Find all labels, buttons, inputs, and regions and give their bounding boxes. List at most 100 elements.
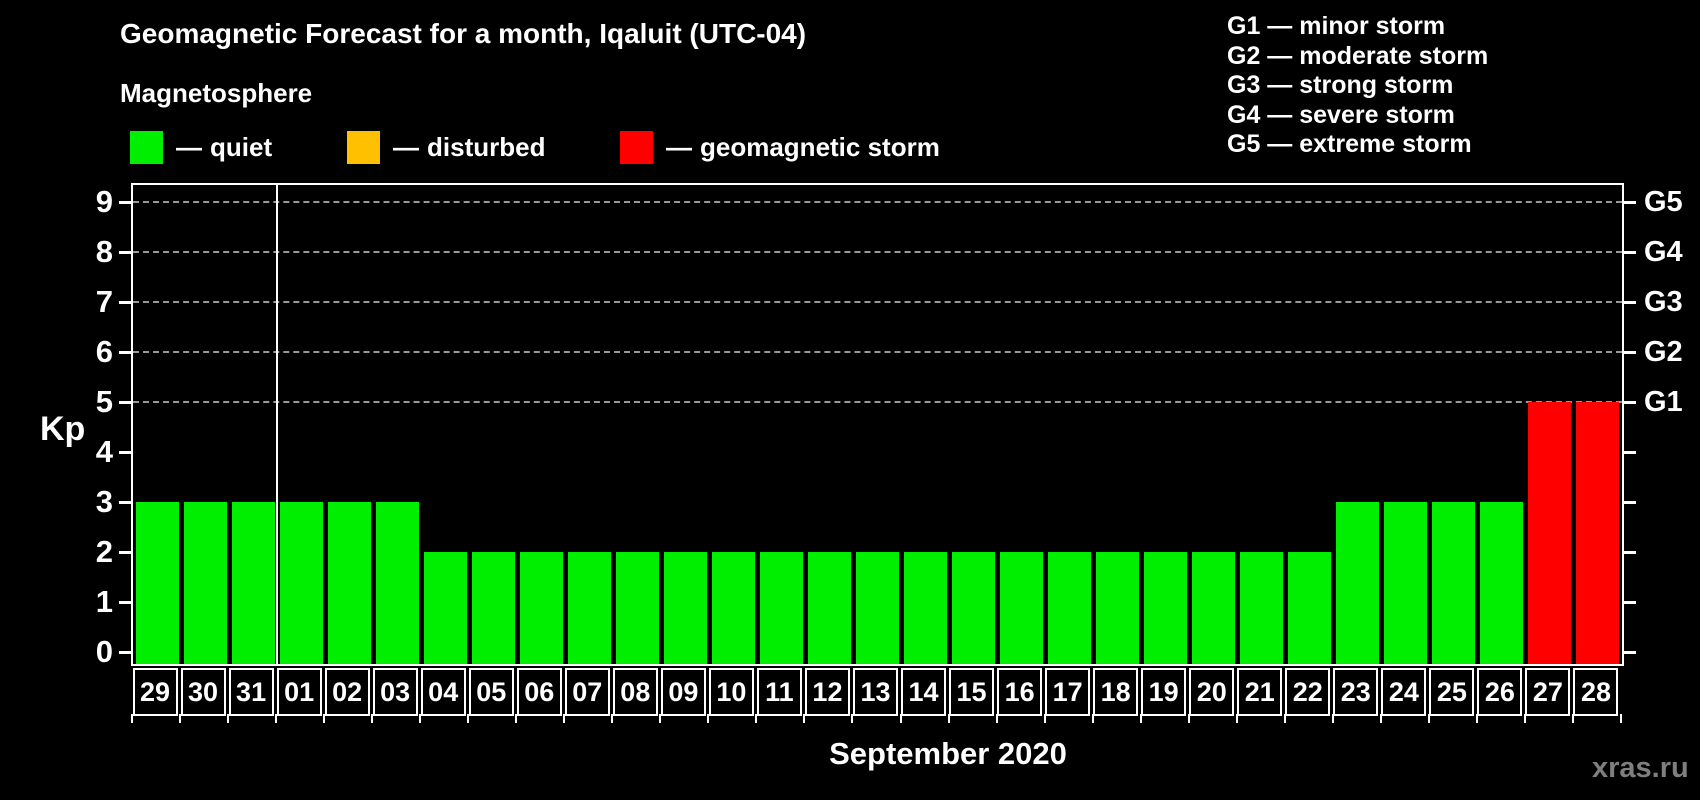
- x-boundary-tick: [1523, 714, 1526, 723]
- x-label-20: 20: [1189, 668, 1235, 716]
- x-label-31: 31: [228, 668, 274, 716]
- bar-day-14: [904, 552, 948, 664]
- x-label-09: 09: [660, 668, 706, 716]
- legend-item-label: disturbed: [427, 132, 546, 162]
- x-boundary-tick: [707, 714, 710, 723]
- bar-day-10: [711, 552, 755, 664]
- y-tick-label-0: 0: [95, 634, 113, 669]
- x-boundary-tick: [1379, 714, 1382, 723]
- x-label-28: 28: [1573, 668, 1619, 716]
- month-separator-line: [276, 185, 279, 664]
- bar-day-06: [519, 552, 563, 664]
- gridline-kp-5: [133, 401, 1622, 403]
- x-label-30: 30: [180, 668, 226, 716]
- x-boundary-tick: [179, 714, 182, 723]
- x-label-13: 13: [852, 668, 898, 716]
- x-label-16: 16: [997, 668, 1043, 716]
- storm-color-swatch: [620, 131, 653, 164]
- y-tick-right-5: [1624, 401, 1636, 404]
- bar-day-20: [1192, 552, 1236, 664]
- x-label-14: 14: [901, 668, 947, 716]
- bar-day-13: [855, 552, 899, 664]
- storm-scale-legend: G1 — minor storm G2 — moderate storm G3 — …: [1227, 12, 1488, 160]
- x-boundary-tick: [851, 714, 854, 723]
- watermark: xras.ru: [1592, 752, 1689, 784]
- bar-day-16: [1000, 552, 1044, 664]
- legend-item-disturbed: — disturbed: [347, 131, 545, 164]
- right-axis-label-G4: G4: [1644, 236, 1683, 268]
- x-boundary-tick: [1283, 714, 1286, 723]
- x-boundary-tick: [371, 714, 374, 723]
- right-axis-label-G2: G2: [1644, 336, 1683, 368]
- x-label-29: 29: [132, 668, 178, 716]
- bar-day-08: [615, 552, 659, 664]
- bar-day-28: [1576, 402, 1620, 664]
- gridline-kp-9: [133, 201, 1622, 203]
- x-boundary-tick: [131, 714, 133, 723]
- x-label-26: 26: [1477, 668, 1523, 716]
- x-boundary-tick: [611, 714, 614, 723]
- legend-item-storm: — geomagnetic storm: [620, 131, 940, 164]
- y-tick-right-0: [1624, 651, 1636, 654]
- bar-day-03: [375, 502, 419, 664]
- storm-scale-line-1: G1 — minor storm: [1227, 12, 1446, 40]
- x-boundary-tick: [1620, 714, 1622, 723]
- y-tick-left-4: [119, 451, 131, 454]
- x-boundary-tick: [803, 714, 806, 723]
- x-boundary-tick: [899, 714, 902, 723]
- legend-dash: —: [393, 132, 419, 162]
- bar-day-12: [807, 552, 851, 664]
- x-label-11: 11: [756, 668, 802, 716]
- bar-day-24: [1384, 502, 1428, 664]
- y-tick-left-6: [119, 351, 131, 354]
- plot-area: [131, 183, 1624, 666]
- x-boundary-tick: [947, 714, 950, 723]
- storm-scale-line-3: G3 — strong storm: [1227, 71, 1454, 99]
- magnetosphere-legend-heading: Magnetosphere: [120, 78, 313, 108]
- legend-item-label: quiet: [210, 132, 273, 162]
- y-tick-left-3: [119, 501, 131, 504]
- gridline-kp-8: [133, 251, 1622, 253]
- x-boundary-tick: [1427, 714, 1430, 723]
- bar-day-17: [1048, 552, 1092, 664]
- y-tick-left-7: [119, 301, 131, 304]
- x-boundary-tick: [1475, 714, 1478, 723]
- bar-day-02: [327, 502, 371, 664]
- bar-day-18: [1096, 552, 1140, 664]
- x-label-19: 19: [1141, 668, 1187, 716]
- gridline-kp-6: [133, 351, 1622, 353]
- x-label-08: 08: [612, 668, 658, 716]
- bar-day-26: [1480, 502, 1524, 664]
- x-label-04: 04: [420, 668, 466, 716]
- y-tick-label-7: 7: [95, 284, 113, 319]
- x-label-17: 17: [1045, 668, 1091, 716]
- x-label-07: 07: [564, 668, 610, 716]
- y-tick-label-6: 6: [95, 334, 113, 369]
- x-label-27: 27: [1525, 668, 1571, 716]
- x-boundary-tick: [467, 714, 470, 723]
- y-tick-right-9: [1624, 201, 1636, 204]
- y-tick-left-1: [119, 601, 131, 604]
- y-tick-left-9: [119, 201, 131, 204]
- x-boundary-tick: [755, 714, 758, 723]
- x-boundary-tick: [1571, 714, 1574, 723]
- bar-day-25: [1432, 502, 1476, 664]
- x-boundary-tick: [995, 714, 998, 723]
- legend-dash: —: [666, 132, 692, 162]
- y-tick-label-1: 1: [95, 584, 113, 619]
- bar-day-19: [1144, 552, 1188, 664]
- x-label-15: 15: [949, 668, 995, 716]
- y-tick-label-3: 3: [95, 484, 113, 519]
- x-boundary-tick: [1091, 714, 1094, 723]
- y-tick-left-0: [119, 651, 131, 654]
- x-label-02: 02: [324, 668, 370, 716]
- x-boundary-tick: [659, 714, 662, 723]
- bar-day-27: [1528, 402, 1572, 664]
- y-tick-label-9: 9: [95, 184, 113, 219]
- gridline-kp-7: [133, 301, 1622, 303]
- x-label-01: 01: [276, 668, 322, 716]
- x-boundary-tick: [515, 714, 518, 723]
- y-tick-right-1: [1624, 601, 1636, 604]
- x-boundary-tick: [1187, 714, 1190, 723]
- legend-dash: —: [176, 132, 202, 162]
